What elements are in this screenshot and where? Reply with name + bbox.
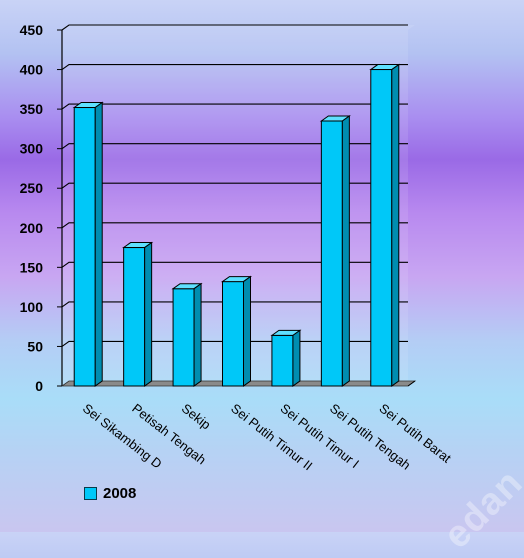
gridline — [61, 182, 408, 189]
bar-side — [391, 63, 400, 387]
bar — [369, 63, 401, 387]
y-tick-label: 250 — [20, 180, 44, 196]
bar-side — [243, 275, 251, 387]
gridline — [61, 301, 408, 308]
bar-front — [271, 334, 294, 387]
bar-front — [73, 107, 96, 387]
legend-label: 2008 — [103, 485, 137, 502]
bar — [319, 115, 351, 387]
bar — [270, 329, 302, 387]
gridline — [61, 222, 408, 229]
bar-front — [172, 288, 195, 387]
bars — [72, 63, 401, 387]
y-tick-label: 400 — [20, 62, 44, 78]
bar — [220, 275, 253, 387]
y-tick-label: 50 — [27, 338, 43, 354]
y-tick-label: 200 — [20, 220, 44, 236]
gridline — [61, 24, 408, 31]
y-tick-label: 300 — [20, 141, 44, 157]
gridline — [61, 64, 408, 71]
bar-side — [94, 101, 103, 387]
bar-front — [370, 69, 393, 387]
bar — [171, 282, 203, 387]
gridline — [61, 261, 408, 268]
x-axis-end — [407, 380, 416, 387]
bar-chart: 0 50 100 150 200 250 300 350 400 450 Sei Sikambin… — [20, 22, 455, 474]
bar-front — [320, 120, 343, 387]
gridlines — [61, 24, 408, 347]
bar-side — [341, 115, 350, 387]
gridline — [61, 143, 408, 150]
x-tick-label: Sekip — [179, 401, 214, 433]
bar-front — [123, 247, 146, 387]
bar-side — [193, 282, 202, 387]
legend-swatch — [84, 487, 97, 500]
y-tick-label: 450 — [20, 22, 44, 38]
bar — [72, 101, 104, 387]
y-tick-label: 150 — [20, 259, 44, 275]
legend: 2008 — [84, 485, 136, 502]
y-tick-label: 350 — [20, 101, 44, 117]
bar-side — [144, 241, 153, 387]
y-axis-ticks: 0 50 100 150 200 250 300 350 400 450 — [20, 22, 62, 394]
bar — [122, 241, 154, 387]
y-tick-label: 100 — [20, 299, 44, 315]
bar-front — [222, 281, 244, 387]
y-tick-label: 0 — [35, 378, 43, 394]
gridline — [61, 103, 408, 110]
bar-side — [292, 329, 301, 387]
